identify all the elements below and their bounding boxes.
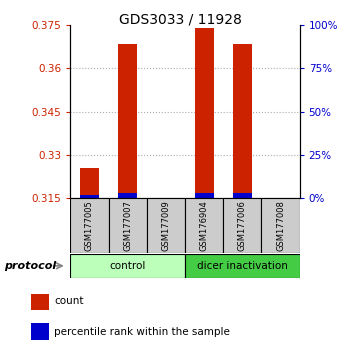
- Bar: [147, 198, 185, 253]
- Text: GSM177005: GSM177005: [85, 200, 94, 251]
- Bar: [195, 28, 214, 198]
- Text: percentile rank within the sample: percentile rank within the sample: [54, 327, 230, 337]
- Bar: [223, 198, 261, 253]
- Bar: [80, 195, 99, 198]
- Text: GSM177007: GSM177007: [123, 200, 132, 251]
- Text: GSM177009: GSM177009: [161, 200, 170, 251]
- Bar: [109, 198, 147, 253]
- Text: protocol: protocol: [4, 261, 56, 271]
- Bar: [261, 198, 300, 253]
- Text: GSM176904: GSM176904: [200, 200, 209, 251]
- Text: GSM177008: GSM177008: [276, 200, 285, 251]
- Bar: [233, 44, 252, 198]
- Text: dicer inactivation: dicer inactivation: [197, 261, 288, 271]
- Bar: [185, 254, 300, 278]
- Bar: [185, 198, 223, 253]
- Bar: [195, 193, 214, 198]
- Bar: [31, 293, 49, 310]
- Bar: [70, 254, 185, 278]
- Bar: [118, 193, 137, 198]
- Text: count: count: [54, 296, 84, 306]
- Bar: [118, 44, 137, 198]
- Bar: [233, 193, 252, 198]
- Bar: [80, 168, 99, 198]
- Text: GSM177006: GSM177006: [238, 200, 247, 251]
- Bar: [31, 323, 49, 340]
- Bar: [70, 198, 109, 253]
- Text: GDS3033 / 11928: GDS3033 / 11928: [119, 12, 242, 27]
- Text: control: control: [109, 261, 146, 271]
